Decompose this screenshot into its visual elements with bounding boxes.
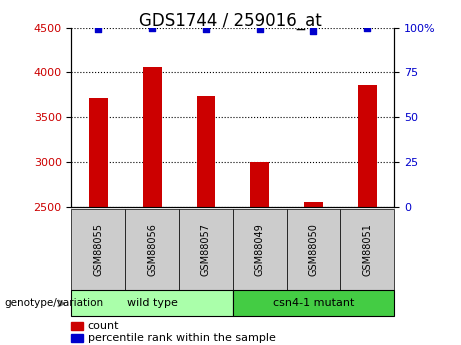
Point: [95, 27, 102, 32]
Bar: [196, 96, 215, 207]
Point: [148, 25, 156, 30]
Text: GSM88050: GSM88050: [308, 223, 319, 276]
Text: GSM88049: GSM88049: [254, 223, 265, 276]
Text: GDS1744 / 259016_at: GDS1744 / 259016_at: [139, 12, 322, 30]
Text: GSM88056: GSM88056: [147, 223, 157, 276]
Bar: [250, 162, 269, 207]
Bar: [89, 98, 108, 207]
Point: [310, 28, 317, 34]
Text: GSM88051: GSM88051: [362, 223, 372, 276]
Text: percentile rank within the sample: percentile rank within the sample: [88, 333, 276, 343]
Bar: [143, 67, 161, 207]
Text: wild type: wild type: [127, 298, 177, 308]
Bar: [358, 85, 377, 207]
Text: GSM88057: GSM88057: [201, 223, 211, 276]
Point: [202, 27, 210, 32]
Text: GSM88055: GSM88055: [93, 223, 103, 276]
Point: [364, 25, 371, 30]
Bar: [304, 201, 323, 207]
Text: csn4-1 mutant: csn4-1 mutant: [273, 298, 354, 308]
Point: [256, 27, 263, 32]
Text: genotype/variation: genotype/variation: [5, 298, 104, 308]
Text: count: count: [88, 321, 119, 331]
